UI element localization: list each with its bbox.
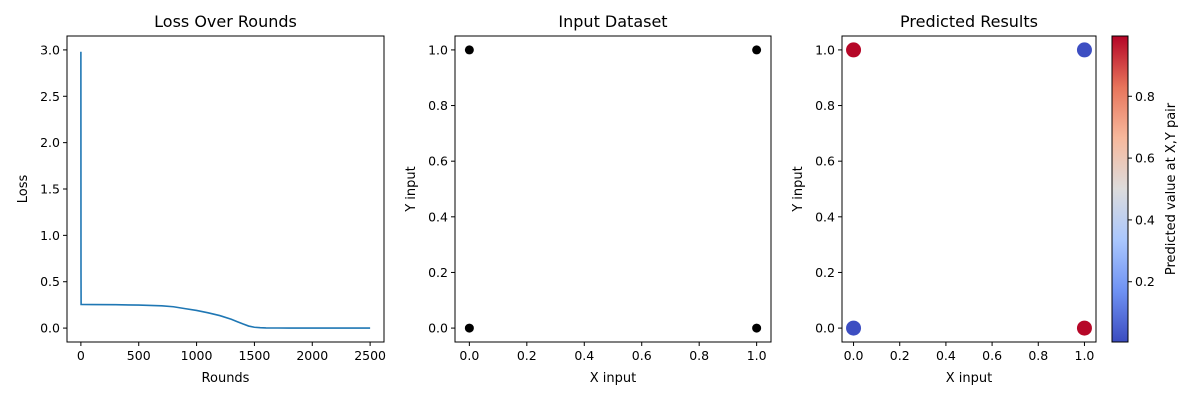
data-point	[464, 323, 474, 333]
y-tick-label: 0.8	[428, 98, 448, 113]
data-point	[464, 45, 474, 55]
x-tick-label: 0.6	[632, 348, 652, 363]
x-tick-label: 1500	[239, 348, 271, 363]
x-tick-label: 0.4	[574, 348, 594, 363]
colorbar-tick-label: 0.6	[1135, 151, 1155, 166]
x-tick-label: 0.0	[844, 348, 864, 363]
y-tick-label: 0.2	[815, 265, 835, 280]
y-tick-label: 0.4	[815, 209, 835, 224]
chart-title: Input Dataset	[558, 12, 667, 31]
x-axis-label: Rounds	[202, 371, 250, 386]
chart-panel-1: 0 500 1000 1500 2000 2500 0.0 0.5 1.0 1.5 2.0 2.5 3.…	[16, 12, 386, 386]
colorbar-gradient-bar	[1112, 36, 1128, 342]
colorbar-tick-label: 0.8	[1135, 89, 1155, 104]
y-tick-label: 0.0	[815, 321, 835, 336]
x-tick-label: 1000	[181, 348, 213, 363]
data-point	[846, 42, 862, 58]
x-axis-label: X input	[590, 371, 636, 386]
plot-frame	[841, 35, 1097, 343]
x-tick-label: 0	[77, 348, 85, 363]
colorbar-frame	[1111, 35, 1129, 343]
x-tick-label: 0.2	[890, 348, 910, 363]
x-tick-label: 2000	[296, 348, 328, 363]
plot-frame	[454, 35, 772, 343]
y-axis-label: Y input	[791, 166, 806, 213]
y-tick-label: 0.0	[40, 321, 60, 336]
colorbar-tick-label: 0.2	[1135, 274, 1155, 289]
colorbar-tick-label: 0.4	[1135, 212, 1155, 227]
y-tick-label: 0.0	[428, 321, 448, 336]
y-tick-label: 1.0	[40, 228, 60, 243]
chart-panel-3: 0.0 0.2 0.4 0.6 0.8 1.0 0.0 0.2 0.4 0.6 0.8 1.0 Pred…	[791, 12, 1179, 386]
x-tick-label: 0.8	[689, 348, 709, 363]
x-tick-label: 500	[127, 348, 151, 363]
x-tick-label: 0.4	[936, 348, 956, 363]
x-tick-label: 0.6	[982, 348, 1002, 363]
y-tick-label: 2.0	[40, 135, 60, 150]
y-tick-label: 0.6	[428, 154, 448, 169]
y-axis-label: Loss	[16, 175, 31, 204]
x-axis-label: X input	[946, 371, 992, 386]
x-tick-label: 1.0	[747, 348, 767, 363]
y-tick-label: 0.2	[428, 265, 448, 280]
y-tick-label: 1.0	[815, 42, 835, 57]
colorbar-label: Predicted value at X,Y pair	[1164, 102, 1179, 275]
chart-title: Loss Over Rounds	[154, 12, 297, 31]
x-tick-label: 0.2	[517, 348, 537, 363]
x-tick-label: 1.0	[1075, 348, 1095, 363]
data-point	[1076, 42, 1092, 58]
plot-frame	[66, 35, 385, 343]
y-axis-label: Y input	[404, 166, 419, 213]
y-tick-label: 2.5	[40, 89, 60, 104]
y-tick-label: 1.5	[40, 182, 60, 197]
y-tick-label: 0.8	[815, 98, 835, 113]
y-tick-label: 0.5	[40, 274, 60, 289]
data-point	[846, 320, 862, 336]
data-point	[752, 45, 762, 55]
y-tick-label: 0.6	[815, 154, 835, 169]
loss-line	[80, 51, 371, 329]
y-tick-label: 1.0	[428, 42, 448, 57]
data-point	[1076, 320, 1092, 336]
colorbar: 0.2 0.4 0.6 0.8 Predicted value at X,Y pair	[1111, 35, 1179, 343]
chart-title: Predicted Results	[900, 12, 1038, 31]
y-tick-label: 0.4	[428, 209, 448, 224]
x-tick-label: 0.0	[459, 348, 479, 363]
data-point	[752, 323, 762, 333]
x-tick-label: 2500	[354, 348, 386, 363]
x-tick-label: 0.8	[1028, 348, 1048, 363]
chart-panel-2: 0.0 0.2 0.4 0.6 0.8 1.0 0.0 0.2 0.4 0.6 0.8 1.0 Inpu…	[404, 12, 772, 386]
y-tick-label: 3.0	[40, 42, 60, 57]
